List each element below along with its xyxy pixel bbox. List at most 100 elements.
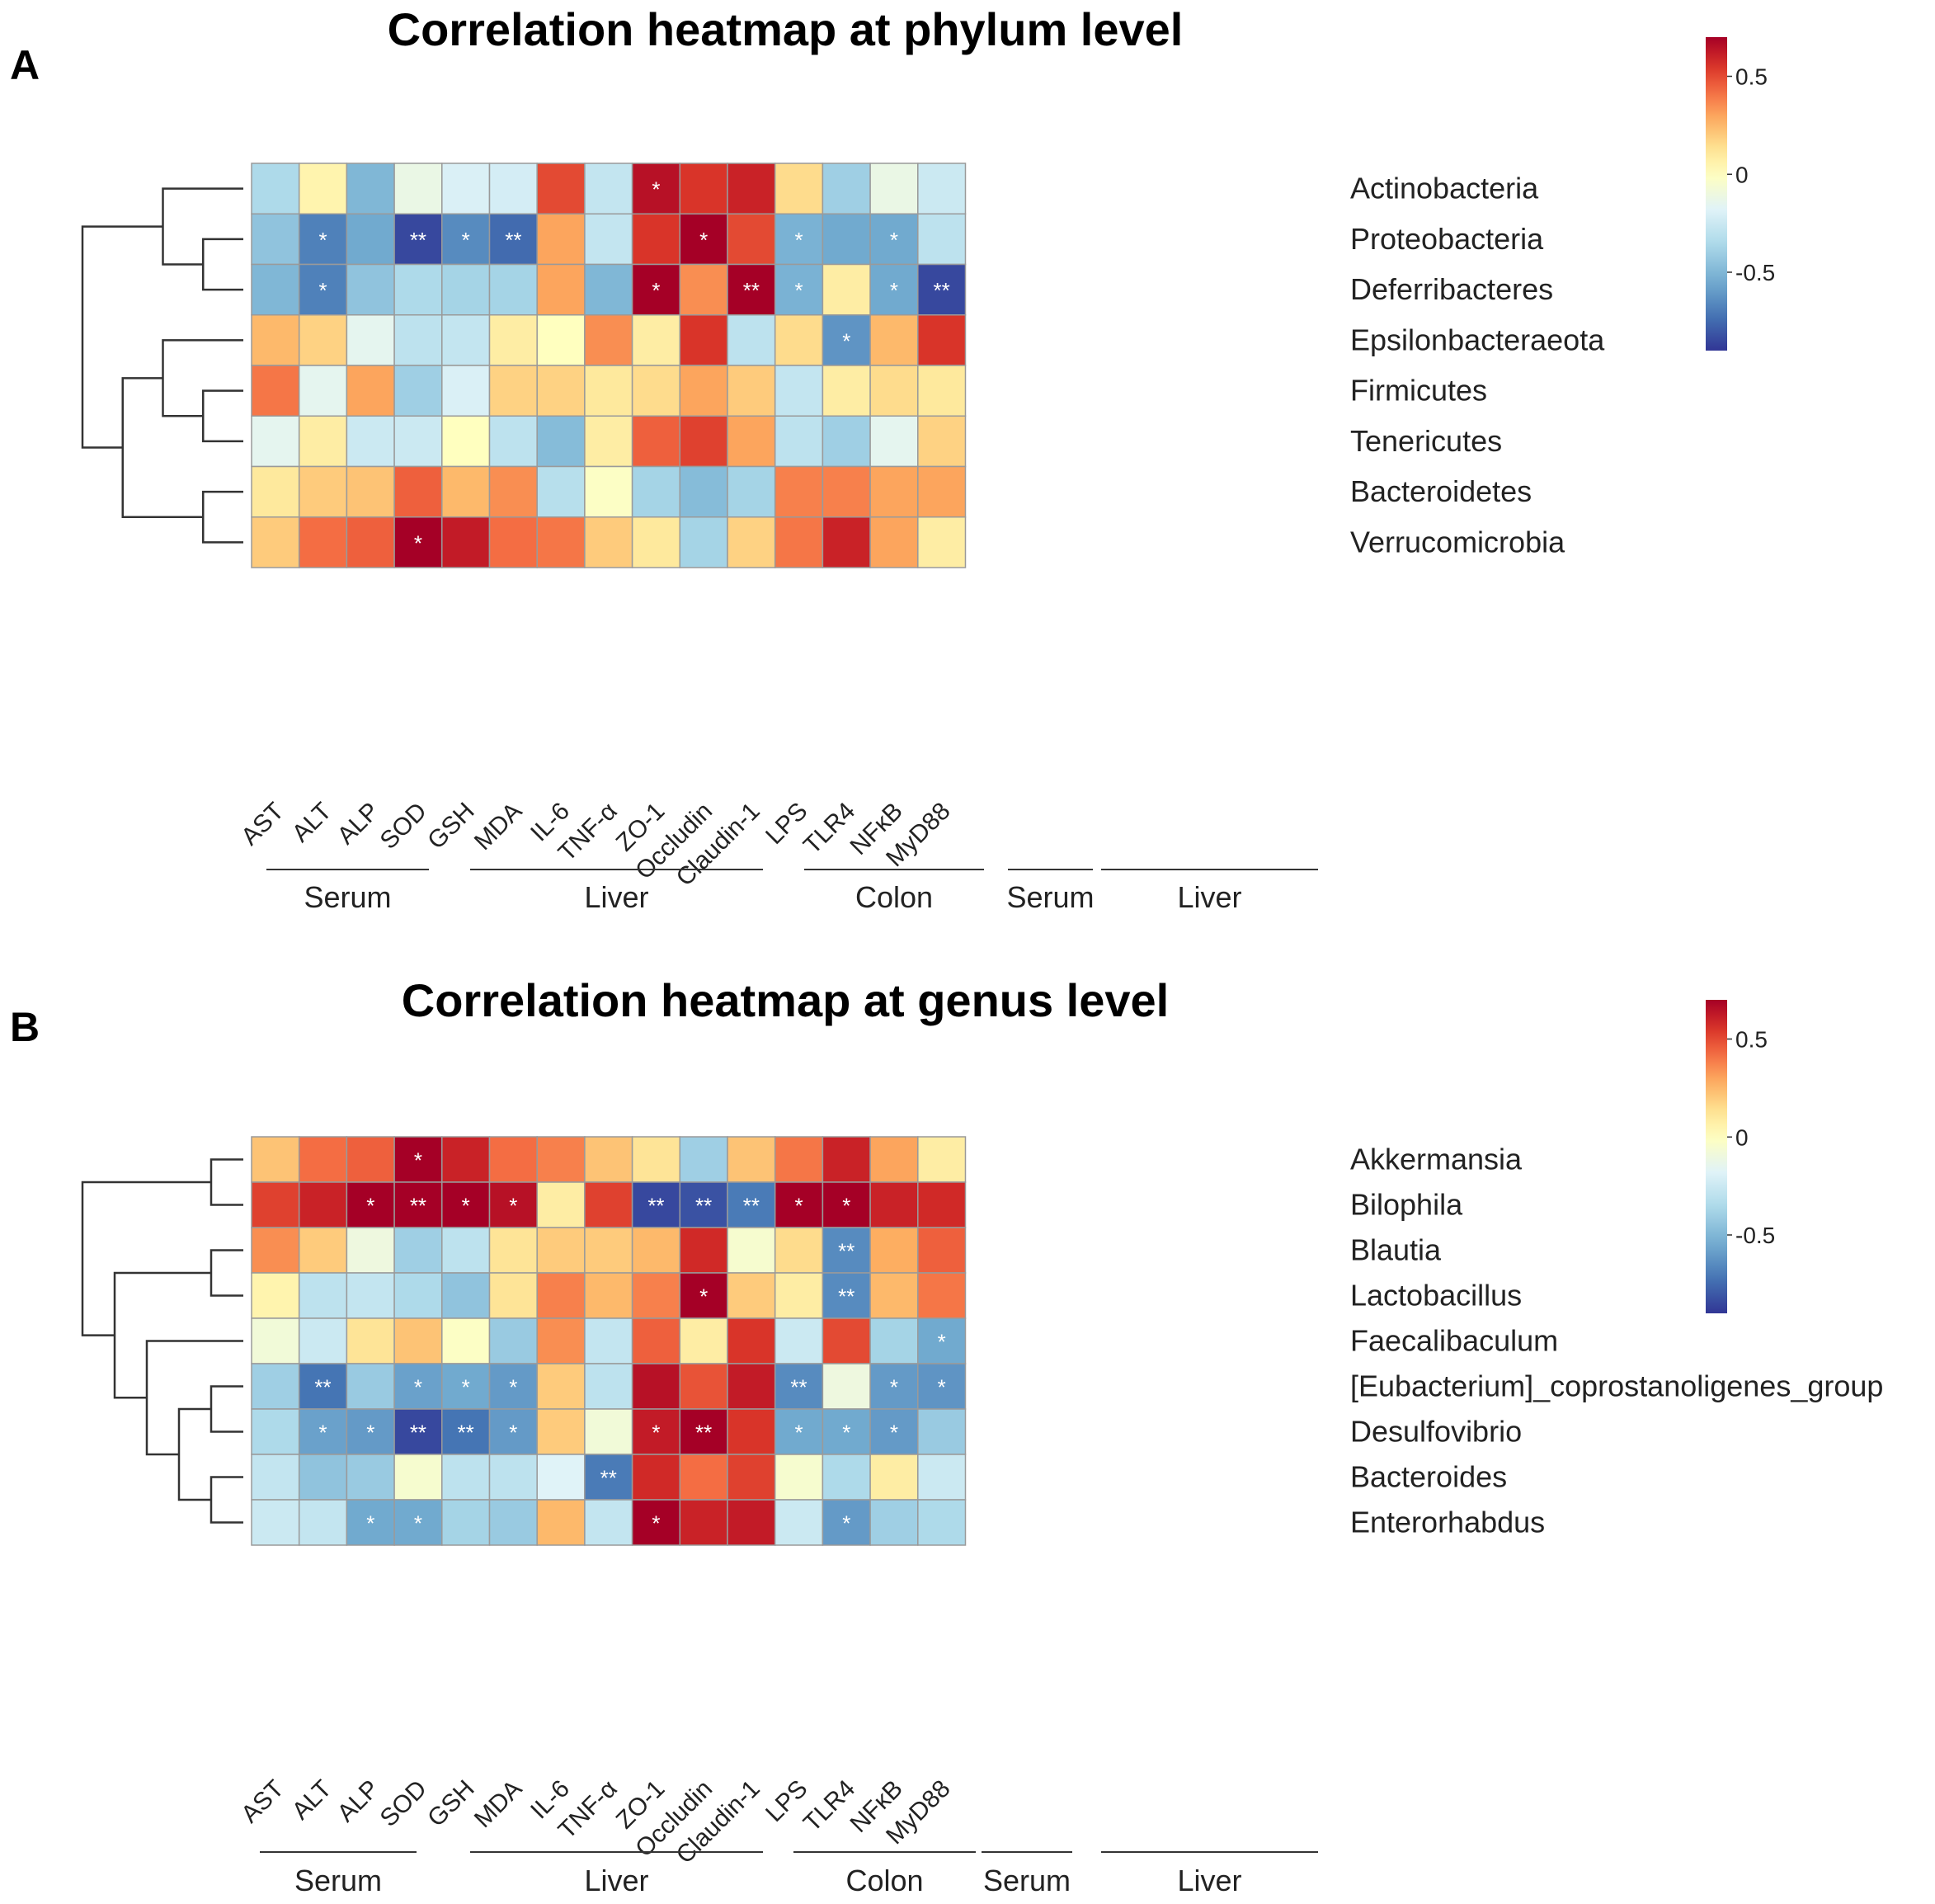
row-label: Bacteroidetes xyxy=(1350,474,1532,508)
heatmap-cell xyxy=(679,1499,728,1546)
row-label: Deferribacteres xyxy=(1350,272,1553,306)
dendrogram-branch xyxy=(210,1249,243,1297)
significance-mark: * xyxy=(366,1421,374,1445)
heatmap-cell xyxy=(298,213,348,266)
heatmap-cell xyxy=(298,1317,348,1364)
heatmap-cell xyxy=(917,314,967,366)
dendrogram-branch xyxy=(210,1158,243,1206)
heatmap-cell xyxy=(917,1272,967,1319)
heatmap-cell xyxy=(727,314,776,366)
significance-mark: ** xyxy=(600,1466,617,1491)
heatmap-cell xyxy=(869,314,919,366)
heatmap-cell xyxy=(536,1408,586,1455)
heatmap-cell xyxy=(251,516,300,568)
heatmap-cell xyxy=(536,1272,586,1319)
heatmap-cell xyxy=(393,465,443,518)
heatmap-cell xyxy=(869,1454,919,1501)
heatmap-cell xyxy=(346,415,395,468)
row-label: Actinobacteria xyxy=(1350,172,1539,205)
significance-mark: * xyxy=(890,1421,898,1445)
heatmap-cell xyxy=(584,263,633,316)
significance-mark: * xyxy=(890,278,898,303)
heatmap-cell xyxy=(251,263,300,316)
heatmap-cell xyxy=(346,1181,395,1228)
heatmap-cell xyxy=(774,516,824,568)
heatmap-cell xyxy=(488,415,538,468)
heatmap-cell xyxy=(536,1136,586,1183)
heatmap-cell xyxy=(536,516,586,568)
heatmap-cell xyxy=(917,516,967,568)
heatmap-cell xyxy=(631,415,681,468)
heatmap-cell xyxy=(393,1499,443,1546)
heatmap-cell xyxy=(536,213,586,266)
heatmap-cell xyxy=(584,1227,633,1274)
significance-mark: * xyxy=(652,1421,660,1445)
heatmap-cell xyxy=(393,1408,443,1455)
heatmap-cell xyxy=(536,1227,586,1274)
significance-mark: * xyxy=(318,228,327,252)
significance-mark: * xyxy=(318,1421,327,1445)
heatmap-cell xyxy=(251,415,300,468)
heatmap-cell xyxy=(774,1227,824,1274)
heatmap-cell xyxy=(869,1181,919,1228)
heatmap-cell xyxy=(298,1499,348,1546)
heatmap-cell xyxy=(346,1227,395,1274)
heatmap-cell xyxy=(346,1499,395,1546)
heatmap-cell xyxy=(679,213,728,266)
significance-mark: ** xyxy=(743,278,760,303)
heatmap-cell xyxy=(584,1136,633,1183)
heatmap-cell xyxy=(679,1317,728,1364)
heatmap-cell xyxy=(917,1408,967,1455)
heatmap-cell xyxy=(584,163,633,214)
heatmap-cell xyxy=(393,365,443,417)
heatmap-cell xyxy=(869,1227,919,1274)
heatmap-cell xyxy=(631,1454,681,1501)
significance-mark: * xyxy=(462,1375,470,1400)
heatmap-cell xyxy=(441,415,491,468)
row-label: Firmicutes xyxy=(1350,374,1487,408)
heatmap-cell xyxy=(393,1454,443,1501)
heatmap-cell xyxy=(251,163,300,214)
heatmap-cell xyxy=(774,365,824,417)
heatmap-cell xyxy=(917,465,967,518)
heatmap-cell xyxy=(441,365,491,417)
group-label: Liver xyxy=(584,1864,648,1897)
heatmap-cell xyxy=(441,516,491,568)
heatmap-cell xyxy=(631,465,681,518)
heatmap-cell xyxy=(584,314,633,366)
heatmap-cell xyxy=(441,1272,491,1319)
chart-title: Correlation heatmap at genus level xyxy=(402,974,1169,1026)
heatmap-cell xyxy=(727,163,776,214)
significance-mark: ** xyxy=(838,1284,855,1309)
heatmap-cell xyxy=(584,365,633,417)
dendrogram-branch xyxy=(145,1340,243,1456)
heatmap-cell xyxy=(441,1363,491,1410)
heatmap-cell xyxy=(298,516,348,568)
heatmap-cell xyxy=(631,516,681,568)
heatmap-cell xyxy=(774,1408,824,1455)
heatmap-cell xyxy=(393,1317,443,1364)
heatmap-cell xyxy=(631,1272,681,1319)
heatmap-cell xyxy=(917,1181,967,1228)
heatmap-cell xyxy=(298,163,348,214)
significance-mark: ** xyxy=(410,1194,426,1218)
column-label: MDA xyxy=(469,1775,527,1833)
heatmap-cell xyxy=(917,213,967,266)
row-label: Lactobacillus xyxy=(1350,1279,1522,1313)
heatmap-cell xyxy=(251,1136,300,1183)
heatmap-cell xyxy=(298,1408,348,1455)
heatmap-cell xyxy=(727,465,776,518)
heatmap-cell xyxy=(727,415,776,468)
heatmap-cell xyxy=(727,1272,776,1319)
heatmap-cell xyxy=(631,365,681,417)
heatmap-cell xyxy=(441,1499,491,1546)
heatmap-cell xyxy=(488,263,538,316)
significance-mark: * xyxy=(890,228,898,252)
heatmap-cell xyxy=(346,365,395,417)
heatmap-cell xyxy=(251,1363,300,1410)
heatmap-cell xyxy=(727,1227,776,1274)
heatmap-cell xyxy=(917,163,967,214)
heatmap-cell xyxy=(298,1136,348,1183)
